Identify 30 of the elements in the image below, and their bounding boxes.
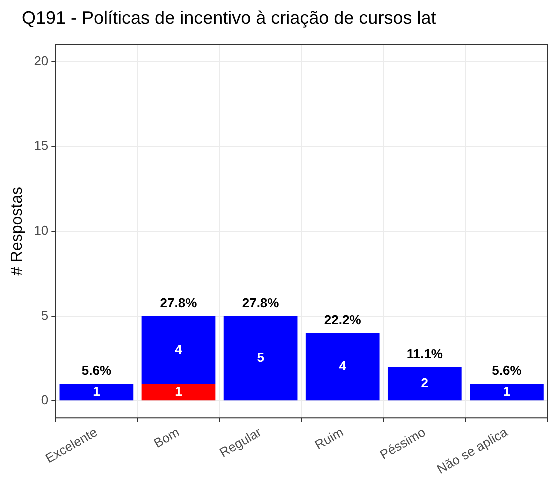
bar (306, 333, 380, 401)
bar (142, 384, 216, 401)
y-tick-label: 15 (34, 138, 49, 154)
y-tick-label: 10 (34, 223, 49, 238)
data-label: 1 (503, 384, 511, 399)
bar (60, 384, 134, 401)
annotation: 27.8% (242, 295, 280, 310)
data-label: 4 (339, 358, 348, 374)
annotation: 5.6% (492, 363, 522, 378)
data-label: 1 (93, 384, 100, 399)
annotation: 5.6% (82, 363, 112, 378)
annotation: 27.8% (160, 295, 198, 310)
annotation: 22.2% (324, 312, 362, 328)
bar (142, 316, 216, 384)
data-label: 4 (175, 342, 184, 357)
x-tick-label: Bom (151, 424, 182, 451)
bar (388, 367, 462, 401)
x-tick-label: Não se aplica (434, 424, 511, 477)
annotation: 11.1% (406, 346, 444, 362)
y-tick-label: 0 (41, 392, 49, 408)
y-tick-label: 5 (41, 308, 49, 323)
x-tick-label: Ruim (312, 424, 346, 453)
bar (224, 316, 298, 401)
chart-title: Q191 - Políticas de incentivo à criação de cursos lat (21, 7, 438, 30)
y-axis-title: # Respostas (9, 186, 26, 276)
data-label: 2 (421, 375, 429, 390)
data-label: 5 (257, 350, 264, 366)
data-label: 1 (175, 384, 182, 399)
bar (470, 384, 544, 401)
y-tick-label: 20 (34, 53, 49, 68)
